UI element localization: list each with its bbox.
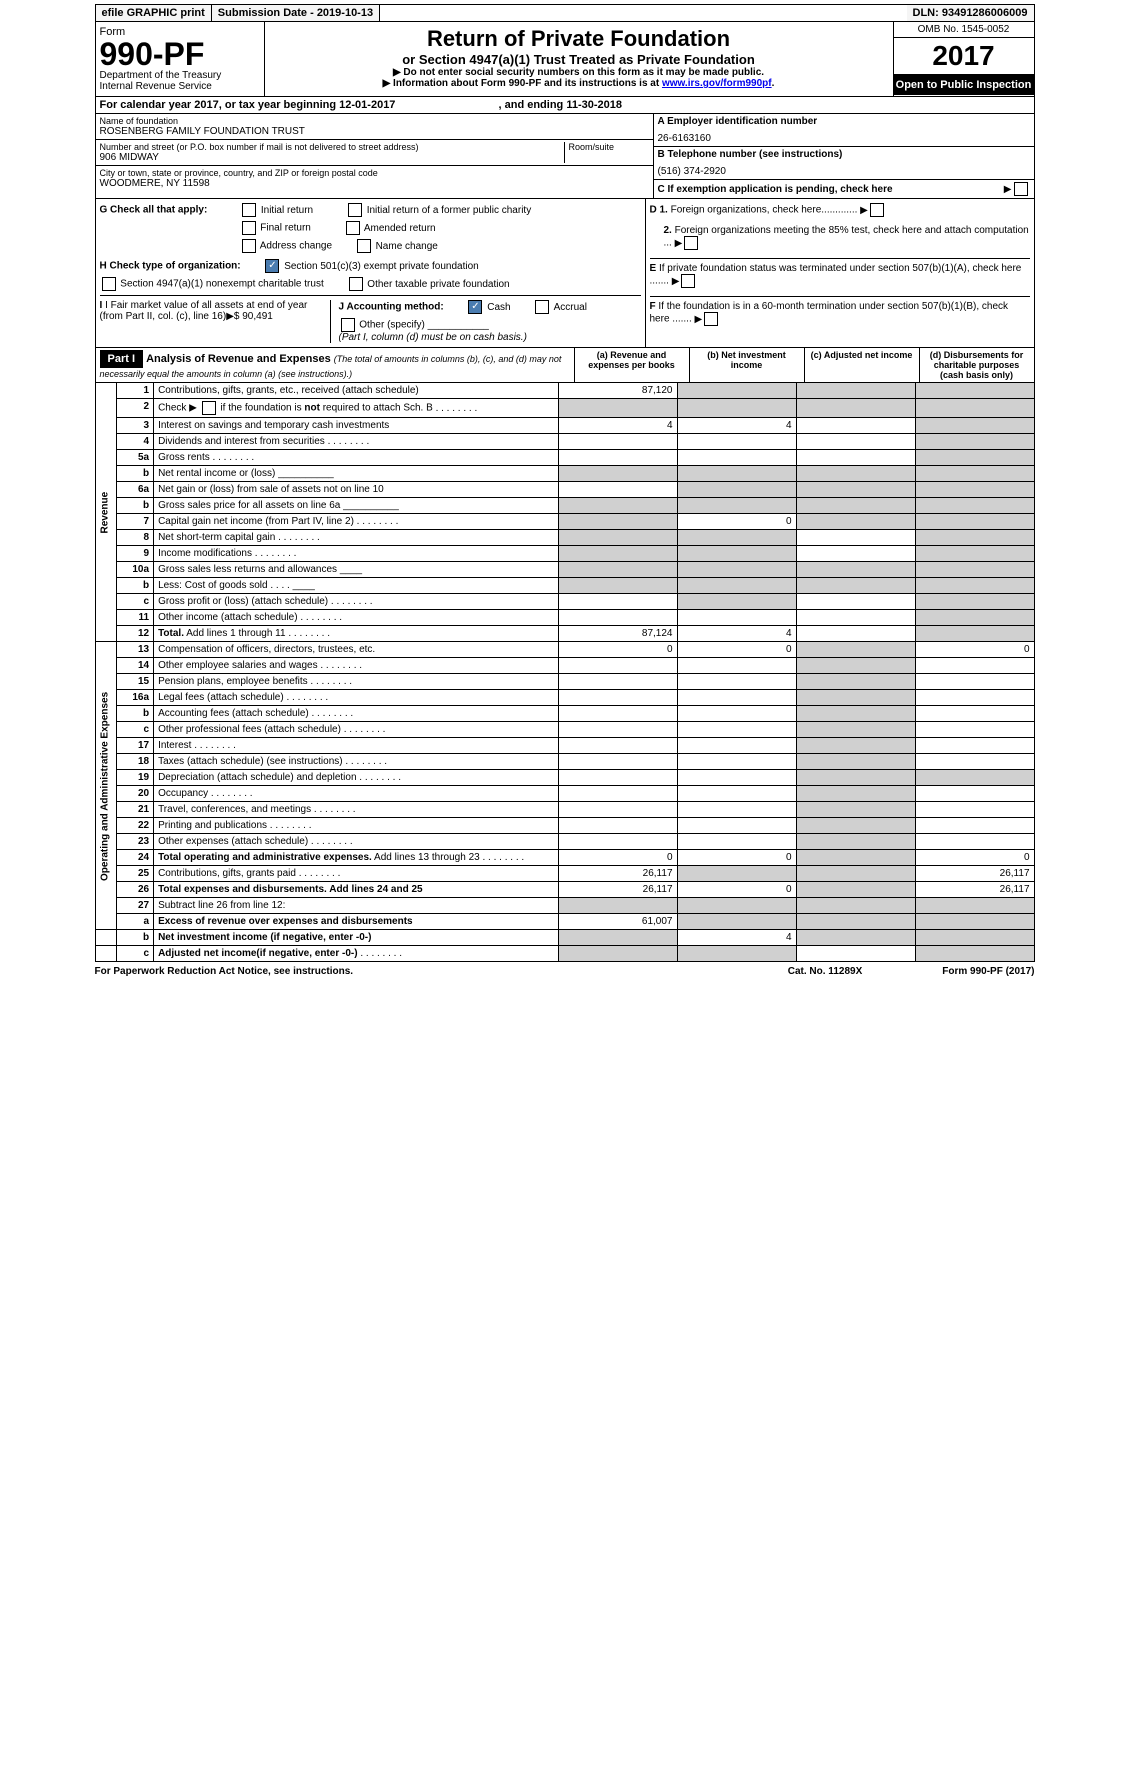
part1-header: Part I Analysis of Revenue and Expenses …: [95, 348, 1035, 383]
ein-label: A Employer identification number: [658, 116, 1030, 127]
footer-left: For Paperwork Reduction Act Notice, see …: [95, 966, 354, 977]
cb-initial-former[interactable]: [348, 203, 362, 217]
omb: OMB No. 1545-0052: [894, 22, 1034, 38]
cb-f[interactable]: [704, 312, 718, 326]
irs-link[interactable]: www.irs.gov/form990pf: [662, 78, 772, 89]
irs: Internal Revenue Service: [100, 81, 260, 92]
dln: DLN: 93491286006009: [907, 5, 1034, 21]
h-label: H Check type of organization:: [100, 261, 241, 272]
cb-other-taxable[interactable]: [349, 277, 363, 291]
check-section: G Check all that apply: Initial return I…: [95, 199, 1035, 348]
c-label: C If exemption application is pending, c…: [658, 184, 1004, 195]
part-label: Part I: [100, 350, 144, 368]
phone: (516) 374-2920: [658, 160, 1030, 177]
note1: ▶ Do not enter social security numbers o…: [269, 67, 889, 78]
c-checkbox[interactable]: [1014, 182, 1028, 196]
cb-address[interactable]: [242, 239, 256, 253]
cb-other-method[interactable]: [341, 318, 355, 332]
dept: Department of the Treasury: [100, 70, 260, 81]
cb-e[interactable]: [681, 274, 695, 288]
city-state-zip: WOODMERE, NY 11598: [100, 178, 649, 189]
cb-accrual[interactable]: [535, 300, 549, 314]
g-label: G Check all that apply:: [100, 205, 208, 216]
cb-amended[interactable]: [346, 221, 360, 235]
form-ref: Form 990-PF (2017): [942, 966, 1034, 977]
cat-no: Cat. No. 11289X: [788, 966, 862, 977]
cb-cash[interactable]: [468, 300, 482, 314]
top-bar: efile GRAPHIC print Submission Date - 20…: [95, 4, 1035, 22]
tax-year: 2017: [894, 38, 1034, 75]
col-b: (b) Net investment income: [689, 348, 804, 382]
cb-4947[interactable]: [102, 277, 116, 291]
entity-info: Name of foundation ROSENBERG FAMILY FOUN…: [95, 114, 1035, 199]
form-subtitle: or Section 4947(a)(1) Trust Treated as P…: [269, 52, 889, 67]
cb-final[interactable]: [242, 221, 256, 235]
col-d: (d) Disbursements for charitable purpose…: [919, 348, 1034, 382]
cb-d2[interactable]: [684, 236, 698, 250]
open-public: Open to Public Inspection: [894, 75, 1034, 95]
room-label: Room/suite: [569, 142, 649, 152]
submission-date: Submission Date - 2019-10-13: [212, 5, 380, 21]
address: 906 MIDWAY: [100, 152, 564, 163]
revenue-label: Revenue: [95, 383, 117, 642]
cb-namechange[interactable]: [357, 239, 371, 253]
cb-initial[interactable]: [242, 203, 256, 217]
addr-label: Number and street (or P.O. box number if…: [100, 142, 564, 152]
note2: ▶ Information about Form 990-PF and its …: [269, 78, 889, 89]
form-title: Return of Private Foundation: [269, 26, 889, 52]
ein: 26-6163160: [658, 127, 1030, 144]
foundation-name: ROSENBERG FAMILY FOUNDATION TRUST: [100, 126, 649, 137]
footer: For Paperwork Reduction Act Notice, see …: [95, 962, 1035, 981]
form-number: 990-PF: [100, 38, 260, 70]
expense-label: Operating and Administrative Expenses: [95, 642, 117, 930]
col-a: (a) Revenue and expenses per books: [574, 348, 689, 382]
phone-label: B Telephone number (see instructions): [658, 149, 1030, 160]
name-label: Name of foundation: [100, 116, 649, 126]
cb-d1[interactable]: [870, 203, 884, 217]
city-label: City or town, state or province, country…: [100, 168, 649, 178]
calendar-year: For calendar year 2017, or tax year begi…: [95, 97, 1035, 114]
cb-sch-b[interactable]: [202, 401, 216, 415]
col-c: (c) Adjusted net income: [804, 348, 919, 382]
cb-501c3[interactable]: [265, 259, 279, 273]
efile-print[interactable]: efile GRAPHIC print: [96, 5, 212, 21]
revenue-expense-table: Revenue 1Contributions, gifts, grants, e…: [95, 383, 1035, 962]
form-header: Form 990-PF Department of the Treasury I…: [95, 22, 1035, 97]
